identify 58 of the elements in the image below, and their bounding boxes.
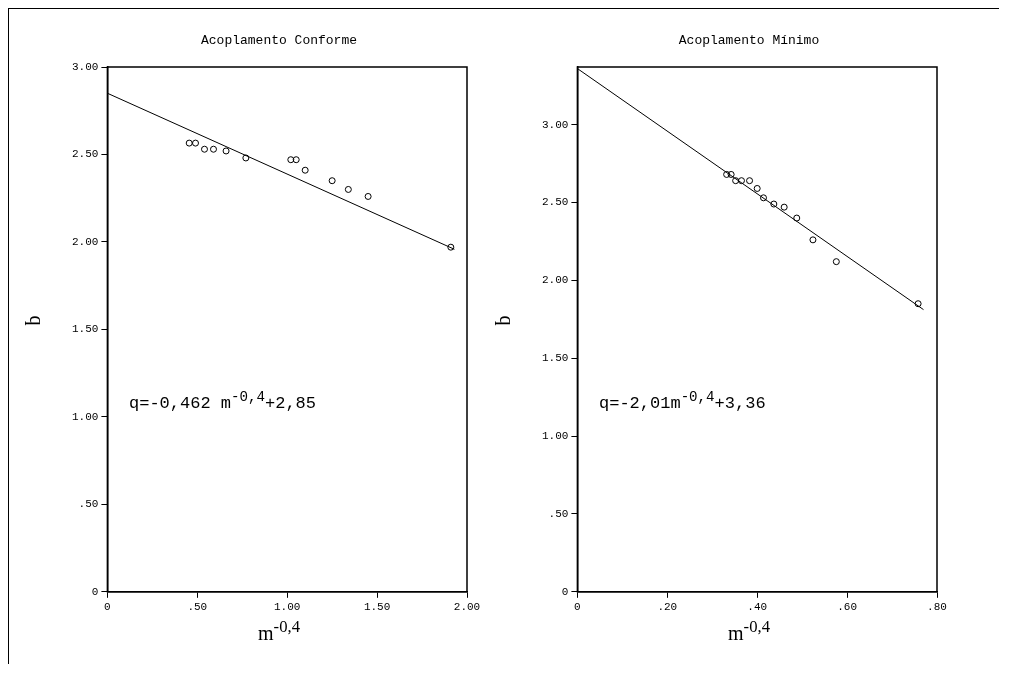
y-tick-label: 2.00: [542, 274, 569, 287]
point: [770, 200, 778, 208]
x-tick-label: .60: [837, 601, 858, 614]
x-tick-label: 2.00: [453, 601, 481, 614]
x-tick-label: 1.50: [363, 601, 391, 614]
y-tick-label: .50: [548, 507, 569, 520]
point: [287, 156, 295, 164]
chart-title: Acoplamento Conforme: [200, 33, 358, 48]
point: [328, 177, 336, 185]
x-tick-label: 0: [104, 601, 111, 614]
point: [727, 170, 735, 178]
x-tick-label: .50: [187, 601, 208, 614]
point: [732, 177, 740, 185]
y-tick-label: 3.00: [542, 118, 569, 131]
point: [723, 170, 731, 178]
y-axis-title: q: [24, 315, 48, 326]
point: [780, 203, 788, 211]
point: [192, 139, 200, 147]
y-tick-label: 1.00: [542, 429, 569, 442]
point: [242, 154, 250, 162]
annotation: q=-0,462 m$^{-0,4}$+2,85: [129, 389, 317, 413]
y-axis-title: q: [494, 315, 518, 326]
annotation: q=-2,01m$^{-0,4}$+3,36: [599, 389, 766, 413]
point: [185, 139, 193, 147]
x-axis-title: m$^{-0,4}$: [257, 617, 301, 645]
point: [793, 214, 801, 222]
y-tick-label: 3.00: [72, 60, 99, 73]
y-tick-label: 2.50: [72, 148, 99, 161]
y-tick-label: 2.00: [72, 235, 99, 248]
y-tick-label: 1.00: [72, 410, 99, 423]
point: [760, 194, 767, 202]
point: [209, 145, 217, 153]
x-tick-label: .40: [747, 601, 768, 614]
chart-title: Acoplamento Mínimo: [677, 33, 821, 48]
y-tick-label: 1.50: [542, 352, 569, 365]
x-tick-label: 1.00: [274, 601, 301, 614]
x-axis-title: m$^{-0,4}$: [727, 617, 771, 645]
point: [201, 145, 208, 153]
y-tick-label: 0: [91, 585, 99, 598]
point: [301, 166, 309, 174]
point: [344, 185, 352, 193]
point: [809, 236, 817, 244]
point: [292, 156, 300, 164]
y-tick-label: 2.50: [542, 196, 569, 209]
point: [832, 258, 840, 266]
y-tick-label: 1.50: [72, 323, 99, 336]
point: [447, 243, 455, 251]
y-tick-label: 0: [561, 585, 569, 598]
x-tick-label: .80: [927, 601, 947, 614]
point: [737, 177, 745, 185]
y-tick-label: .50: [78, 498, 99, 511]
point: [914, 300, 922, 308]
x-tick-label: 0: [574, 601, 581, 614]
point: [364, 192, 372, 200]
point: [222, 147, 230, 155]
point: [746, 177, 754, 185]
x-tick-label: .20: [657, 601, 678, 614]
point: [753, 184, 761, 192]
